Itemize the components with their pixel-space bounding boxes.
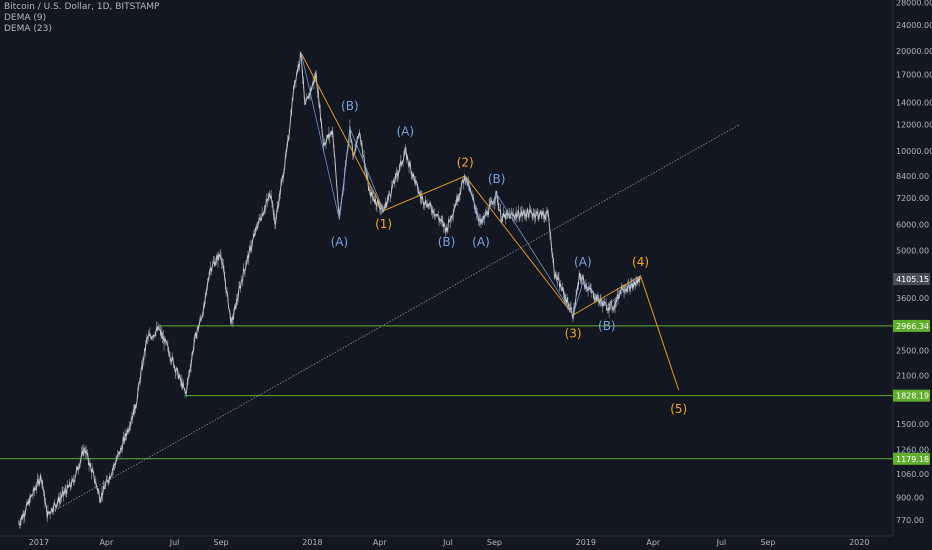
price-line	[18, 52, 641, 526]
wave-label: (B)	[598, 319, 616, 333]
time-tick-label: Apr	[99, 538, 114, 547]
price-tag-background	[893, 273, 930, 286]
time-tick-label: Jul	[442, 538, 453, 547]
time-tick-label: Sep	[760, 538, 775, 547]
time-tick-label: Apr	[646, 538, 661, 547]
price-tick-label: 770.00	[896, 516, 924, 525]
wave-label: (5)	[670, 402, 687, 416]
time-tick-label: Jul	[169, 538, 180, 547]
time-tick-label: Sep	[213, 538, 228, 547]
time-tick-label: Sep	[487, 538, 502, 547]
price-tick-label: 5000.00	[896, 247, 929, 256]
price-tick-label: 28000.00	[896, 0, 932, 8]
time-tick-label: 2018	[302, 538, 322, 547]
price-tag-label: 1179.18	[896, 455, 929, 464]
price-tag-background	[893, 452, 930, 465]
time-tick-label: 2017	[29, 538, 49, 547]
price-tick-label: 17000.00	[896, 70, 932, 79]
indicator-dema-9[interactable]: DEMA (9)	[4, 13, 47, 23]
wave-label: (A)	[331, 235, 349, 249]
trendline-layer	[47, 124, 740, 516]
price-tick-label: 6000.00	[896, 220, 929, 229]
symbol-title[interactable]: Bitcoin / U.S. Dollar, 1D, BITSTAMP	[4, 2, 160, 12]
time-tick-label: Apr	[373, 538, 388, 547]
price-tag-label: 2966.34	[896, 322, 929, 331]
price-axis[interactable]: 28000.00 24000.00 20000.00 17000.00 14000.00…	[892, 0, 932, 550]
elliott-wave-paths	[300, 52, 680, 391]
price-tag-background	[893, 319, 930, 332]
corrective-wave-path	[572, 275, 641, 316]
price-tick-label: 1260.00	[896, 445, 929, 454]
wave-label: (2)	[457, 155, 474, 169]
price-tick-label: 3600.00	[896, 294, 929, 303]
price-tag-label: 4105.15	[896, 275, 929, 284]
time-tick-label: 2019	[576, 538, 596, 547]
price-tick-label: 10000.00	[896, 147, 932, 156]
wave-label: (3)	[565, 327, 582, 341]
elliott-wave-labels: (A) (B) (A) (1) (2) (B) (A) (B) (A) (3) (B) (4) (5)	[331, 99, 688, 416]
price-tick-label: 20000.00	[896, 47, 932, 56]
corrective-wave-path	[464, 175, 574, 316]
price-tick-label: 2500.00	[896, 347, 929, 356]
price-tick-label: 14000.00	[896, 98, 932, 107]
wave-label: (4)	[632, 255, 649, 269]
wave-label: (A)	[397, 124, 415, 138]
price-tick-label: 8400.00	[896, 172, 929, 181]
wave-label: (B)	[438, 235, 456, 249]
corrective-wave-path	[300, 53, 384, 220]
wave-label: (B)	[488, 172, 506, 186]
price-tick-label: 7200.00	[896, 194, 929, 203]
price-tick-label: 1060.00	[896, 470, 929, 479]
price-tick-label: 12000.00	[896, 121, 932, 130]
price-tick-label: 2100.00	[896, 372, 929, 381]
wave-label: (A)	[574, 255, 592, 269]
price-tag-label: 1828.19	[896, 392, 929, 401]
price-series	[18, 51, 641, 529]
primary-wave-path	[300, 52, 680, 391]
time-axis[interactable]: 2017 Apr Jul Sep 2018 Apr Jul Sep 2019 Apr Jul Sep 2…	[0, 535, 893, 547]
support-lines	[0, 325, 893, 460]
wave-label: (A)	[472, 235, 490, 249]
wave-label: (1)	[375, 217, 392, 231]
wave-label: (B)	[341, 99, 359, 113]
time-tick-label: 2020	[849, 538, 869, 547]
price-tick-label: 900.00	[896, 494, 924, 503]
price-tick-label: 1500.00	[896, 420, 929, 429]
trendline	[47, 124, 740, 516]
price-tag-background	[893, 389, 930, 402]
price-tick-label: 24000.00	[896, 21, 932, 30]
indicator-dema-23[interactable]: DEMA (23)	[4, 24, 52, 34]
time-tick-label: Jul	[716, 538, 727, 547]
